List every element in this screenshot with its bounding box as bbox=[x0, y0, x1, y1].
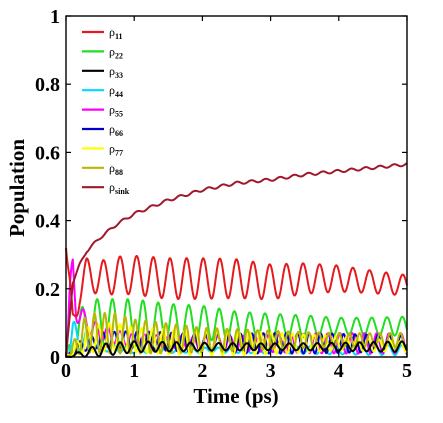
series-line-11 bbox=[65, 247, 408, 318]
series-layer bbox=[65, 162, 408, 358]
legend-label-55: ρ55 bbox=[109, 103, 123, 119]
y-tick-label: 0.6 bbox=[35, 142, 60, 164]
x-tick-label: 4 bbox=[334, 360, 344, 382]
x-axis-title: Time (ps) bbox=[193, 384, 278, 408]
legend-label-66: ρ66 bbox=[109, 122, 123, 138]
legend: ρ11 ρ22 ρ33 ρ44 ρ55 ρ66 ρ77 ρ88 ρsink bbox=[82, 25, 130, 196]
x-tick-label: 2 bbox=[197, 360, 207, 382]
series-line-88 bbox=[65, 312, 408, 358]
y-tick-label: 0.8 bbox=[35, 74, 60, 96]
y-tick-label: 0 bbox=[50, 347, 60, 369]
x-tick-label: 3 bbox=[266, 360, 276, 382]
legend-label-44: ρ44 bbox=[109, 83, 123, 99]
y-tick-label: 1 bbox=[50, 6, 60, 28]
y-axis-title: Population bbox=[5, 139, 29, 237]
x-tick-label: 0 bbox=[61, 360, 71, 382]
x-tick-label: 1 bbox=[129, 360, 139, 382]
plot-frame bbox=[65, 15, 408, 358]
legend-label-88: ρ88 bbox=[109, 161, 123, 177]
legend-label-11: ρ11 bbox=[109, 25, 123, 41]
series-line-33 bbox=[65, 340, 408, 358]
series-line-sink bbox=[65, 162, 408, 356]
y-tick-label: 0.2 bbox=[35, 279, 60, 301]
x-tick-label: 5 bbox=[402, 360, 412, 382]
y-tick-label: 0.4 bbox=[35, 211, 60, 233]
ticks-layer: 0 1 2 3 4 5 0 0.2 0.4 0.6 0.8 1 bbox=[35, 6, 412, 382]
legend-label-22: ρ22 bbox=[109, 44, 123, 60]
legend-label-33: ρ33 bbox=[109, 64, 123, 80]
legend-label-sink: ρsink bbox=[109, 180, 130, 196]
legend-label-77: ρ77 bbox=[109, 141, 123, 157]
